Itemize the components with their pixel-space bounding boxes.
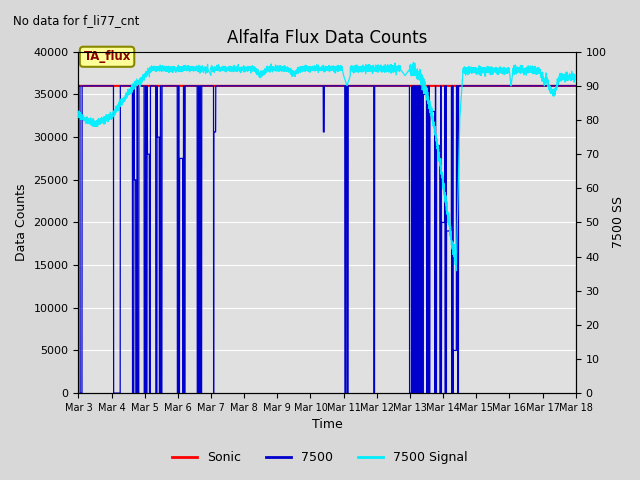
Text: No data for f_li77_cnt: No data for f_li77_cnt: [13, 14, 139, 27]
Y-axis label: Data Counts: Data Counts: [15, 184, 28, 261]
Text: TA_flux: TA_flux: [83, 50, 131, 63]
Legend: Sonic, 7500, 7500 Signal: Sonic, 7500, 7500 Signal: [167, 446, 473, 469]
Title: Alfalfa Flux Data Counts: Alfalfa Flux Data Counts: [227, 29, 428, 48]
X-axis label: Time: Time: [312, 419, 342, 432]
Y-axis label: 7500 SS: 7500 SS: [612, 196, 625, 249]
